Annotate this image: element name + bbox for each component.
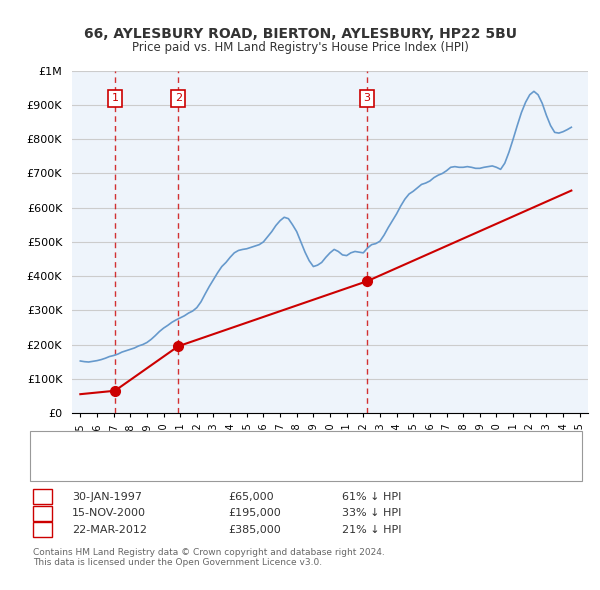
- Text: 2: 2: [39, 509, 46, 518]
- Text: 21% ↓ HPI: 21% ↓ HPI: [342, 525, 401, 535]
- Text: 22-MAR-2012: 22-MAR-2012: [72, 525, 147, 535]
- Text: £195,000: £195,000: [228, 509, 281, 518]
- Text: HPI: Average price, detached house, Buckinghamshire: HPI: Average price, detached house, Buck…: [96, 457, 380, 466]
- Text: 3: 3: [364, 93, 370, 103]
- Text: 66, AYLESBURY ROAD, BIERTON, AYLESBURY, HP22 5BU (detached house): 66, AYLESBURY ROAD, BIERTON, AYLESBURY, …: [96, 439, 479, 448]
- Text: ———: ———: [54, 454, 95, 468]
- Text: 33% ↓ HPI: 33% ↓ HPI: [342, 509, 401, 518]
- Text: 2: 2: [175, 93, 182, 103]
- Text: 66, AYLESBURY ROAD, BIERTON, AYLESBURY, HP22 5BU: 66, AYLESBURY ROAD, BIERTON, AYLESBURY, …: [83, 27, 517, 41]
- Text: Price paid vs. HM Land Registry's House Price Index (HPI): Price paid vs. HM Land Registry's House …: [131, 41, 469, 54]
- Text: 1: 1: [39, 492, 46, 502]
- Text: £385,000: £385,000: [228, 525, 281, 535]
- Text: £65,000: £65,000: [228, 492, 274, 502]
- Text: 1: 1: [112, 93, 118, 103]
- Text: 3: 3: [39, 525, 46, 535]
- Text: ———: ———: [54, 437, 95, 451]
- Text: 15-NOV-2000: 15-NOV-2000: [72, 509, 146, 518]
- Text: 30-JAN-1997: 30-JAN-1997: [72, 492, 142, 502]
- Text: 61% ↓ HPI: 61% ↓ HPI: [342, 492, 401, 502]
- Text: Contains HM Land Registry data © Crown copyright and database right 2024.
This d: Contains HM Land Registry data © Crown c…: [33, 548, 385, 567]
